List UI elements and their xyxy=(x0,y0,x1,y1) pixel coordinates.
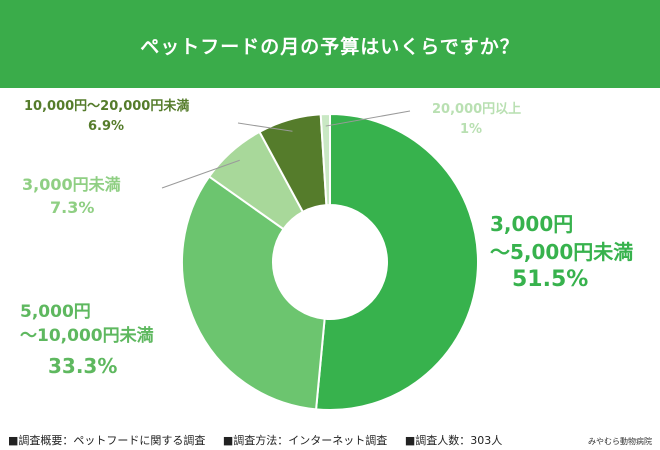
label-under-3000-line1: 3,000円未満 xyxy=(22,175,121,194)
chart-title: ペットフードの月の予算はいくらですか？ xyxy=(140,36,520,58)
leader-over-20000 xyxy=(325,110,411,127)
label-3000-5000-line2: 〜5,000円未満 xyxy=(490,240,634,264)
label-10000-20000-line1: 10,000円〜20,000円未満 xyxy=(24,99,190,114)
label-10000-20000-pct: 6.9% xyxy=(88,119,125,134)
label-5000-10000-pct: 33.3% xyxy=(48,354,118,378)
label-over-20000-line1: 20,000円以上 xyxy=(432,102,522,117)
label-3000-5000-pct: 51.5% xyxy=(512,267,589,292)
label-under-3000-pct: 7.3% xyxy=(50,198,95,217)
label-5000-10000: 5,000円 〜10,000円未満 33.3% xyxy=(20,300,154,378)
leader-10000-20000 xyxy=(237,122,293,132)
survey-method: ■調査方法：インターネット調査 xyxy=(222,434,388,447)
label-3000-5000-line1: 3,000円 xyxy=(490,212,574,236)
leader-under-3000 xyxy=(161,159,240,189)
survey-count: ■調査人数：303人 xyxy=(404,434,503,447)
survey-overview: ■調査概要：ペットフードに関する調査 xyxy=(8,434,206,447)
label-over-20000-pct: 1% xyxy=(460,122,483,137)
slice-over-20000 xyxy=(319,112,331,207)
brand-mark: みやむら動物病院 xyxy=(588,437,652,446)
label-over-20000: 20,000円以上 1% xyxy=(432,100,521,140)
label-under-3000: 3,000円未満 7.3% xyxy=(22,173,121,219)
title-banner: ペットフードの月の予算はいくらですか？ xyxy=(0,0,660,88)
slice-5000-10000 xyxy=(181,175,326,411)
label-5000-10000-line1: 5,000円 xyxy=(20,302,91,322)
label-10000-20000: 10,000円〜20,000円未満 6.9% xyxy=(24,97,189,137)
survey-footer: ■調査概要：ペットフードに関する調査 ■調査方法：インターネット調査 ■調査人数… xyxy=(8,432,516,448)
label-5000-10000-line2: 〜10,000円未満 xyxy=(20,326,154,346)
slice-3000-5000 xyxy=(314,112,479,411)
label-3000-5000: 3,000円 〜5,000円未満 51.5% xyxy=(490,210,633,294)
